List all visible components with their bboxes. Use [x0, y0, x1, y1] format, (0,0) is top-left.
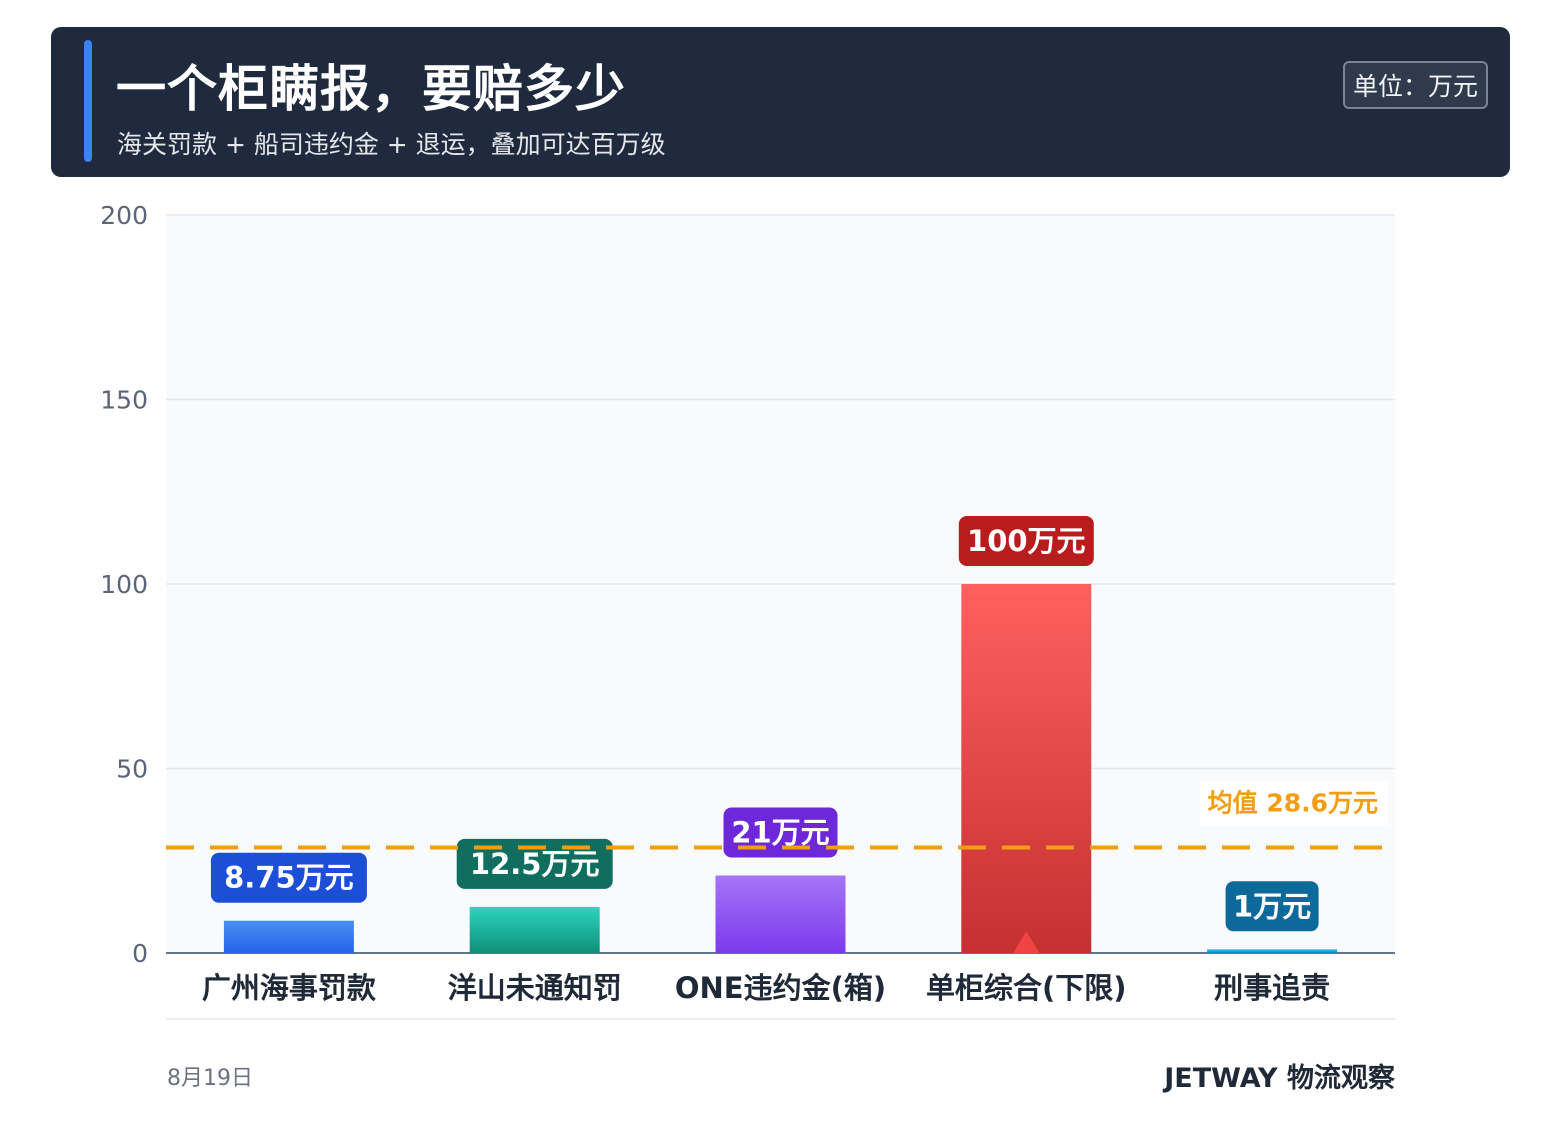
x-category-label: ONE违约金(箱): [675, 971, 886, 1005]
footer-date: 8月19日: [167, 1066, 253, 1091]
header-accent-bar: [84, 40, 92, 162]
x-category-label: 刑事追责: [1214, 971, 1330, 1005]
y-tick-label: 200: [100, 201, 148, 230]
header-banner: 一个柜瞒报，要赔多少 海关罚款 + 船司违约金 + 退运，叠加可达百万级 单位：…: [51, 27, 1510, 177]
data-label: 100万元: [967, 524, 1086, 558]
average-label: 均值 28.6万元: [1208, 788, 1378, 817]
data-label-background: [723, 807, 838, 858]
page-subtitle: 海关罚款 + 船司违约金 + 退运，叠加可达百万级: [117, 130, 666, 159]
x-category-label: 单柜综合(下限): [926, 971, 1127, 1005]
data-label-background: [958, 516, 1094, 566]
y-tick-label: 50: [116, 755, 148, 784]
y-tick-label: 150: [100, 386, 148, 415]
data-label: 21万元: [731, 816, 829, 850]
page-title: 一个柜瞒报，要赔多少: [116, 60, 626, 118]
bar-4: [961, 584, 1092, 953]
bar-2: [469, 906, 600, 953]
unit-badge: 单位：万元: [1342, 61, 1488, 109]
data-label-background: [1225, 881, 1319, 932]
x-category-label: 广州海事罚款: [202, 971, 377, 1005]
footer-brand: JETWAY 物流观察: [1164, 1063, 1395, 1094]
bar-3: [715, 875, 846, 953]
data-label-background: [210, 852, 367, 903]
highlight-triangle-marker: [1013, 931, 1040, 953]
y-tick-label: 0: [132, 939, 148, 968]
bar-5: [1207, 949, 1338, 953]
y-tick-label: 100: [100, 570, 148, 599]
data-label: 8.75万元: [224, 861, 354, 895]
average-label-background: [1200, 781, 1388, 826]
data-label: 12.5万元: [470, 847, 600, 881]
data-label: 1万元: [1233, 889, 1311, 923]
x-category-label: 洋山未通知罚: [448, 971, 622, 1005]
data-label-background: [456, 838, 613, 889]
bar-1: [223, 920, 354, 953]
